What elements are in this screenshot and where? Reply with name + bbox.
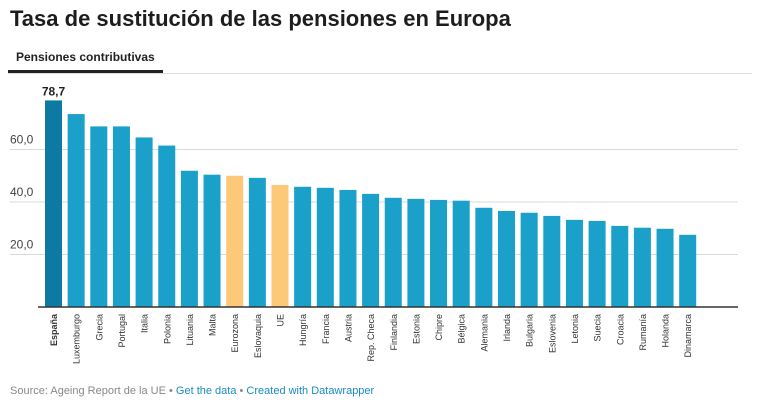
x-tick-label: Finlandia (389, 314, 399, 351)
source-text: Source: Ageing Report de la UE (10, 385, 166, 397)
x-tick-label: Dinamarca (683, 314, 693, 358)
bar (203, 174, 221, 307)
x-tick-label: Luxemburgo (72, 314, 82, 364)
bar (180, 170, 198, 307)
x-tick-label: Lituania (185, 314, 195, 346)
bar (316, 187, 334, 307)
bar (588, 220, 606, 307)
x-tick-label: Bélgica (457, 314, 467, 344)
separator: • (236, 385, 247, 397)
bar (520, 212, 538, 307)
data-label: 78,7 (42, 84, 66, 98)
y-tick-label: 20,0 (10, 238, 34, 252)
x-tick-label: Irlanda (502, 314, 512, 342)
x-tick-label: Alemania (479, 314, 489, 352)
x-tick-label: Estonia (411, 314, 421, 344)
bar (498, 210, 515, 307)
x-tick-label: Portugal (117, 314, 127, 348)
x-tick-label: Letonia (570, 314, 580, 344)
x-tick-label: Polonia (162, 314, 172, 344)
x-tick-label: UE (276, 314, 286, 327)
bar (543, 215, 561, 307)
x-tick-label: Malta (208, 314, 218, 336)
bar (430, 199, 448, 307)
bar (248, 177, 266, 307)
x-tick-label: Eslovaquia (253, 314, 263, 358)
x-tick-label: Holanda (661, 314, 671, 348)
x-tick-label: Austria (343, 314, 353, 342)
tab-divider (8, 73, 752, 74)
bar (271, 184, 289, 307)
page-title: Tasa de sustitución de las pensiones en … (10, 6, 511, 31)
bar (339, 189, 357, 307)
bar (656, 228, 674, 307)
tab-pensiones-contributivas[interactable]: Pensiones contributivas (8, 50, 163, 73)
bar (452, 200, 470, 307)
bar (633, 227, 651, 307)
x-tick-label: Chipre (434, 314, 444, 341)
bar-chart: 20,0 40,0 60,0 España 78,7 Luxemburgo Grecia Po… (10, 84, 738, 364)
x-tick-label: España (49, 313, 59, 346)
bar (112, 126, 130, 308)
bar (384, 197, 402, 307)
bar (135, 137, 153, 307)
footer: Source: Ageing Report de la UE • Get the… (10, 385, 374, 397)
bar (294, 186, 312, 307)
bar (565, 219, 583, 307)
bar (362, 193, 380, 307)
datawrapper-link[interactable]: Created with Datawrapper (246, 385, 375, 397)
x-tick-label: Hungría (298, 314, 308, 346)
separator: • (165, 385, 176, 397)
y-tick-label: 40,0 (10, 185, 34, 199)
bar (611, 225, 629, 307)
x-tick-label: Italia (140, 314, 150, 333)
y-tick-label: 60,0 (10, 133, 34, 147)
x-tick-label: Bulgaria (525, 314, 535, 347)
x-tick-label: Eurozona (230, 314, 240, 353)
bar (45, 100, 62, 307)
x-tick-label: Rumanía (638, 314, 648, 351)
bar (679, 234, 697, 307)
bar (90, 126, 108, 308)
get-data-link[interactable]: Get the data (175, 385, 237, 397)
x-tick-label: Francia (321, 314, 331, 344)
x-tick-label: Croacia (615, 314, 625, 345)
bar (475, 207, 493, 307)
bar (158, 145, 176, 307)
bar (407, 198, 425, 307)
bar (226, 175, 244, 307)
bar (67, 114, 85, 307)
x-tick-label: Suecia (593, 314, 603, 342)
x-tick-label: Grecia (94, 314, 104, 341)
x-tick-label: Rep. Checa (366, 314, 376, 362)
x-tick-label: Eslovenia (547, 314, 557, 353)
